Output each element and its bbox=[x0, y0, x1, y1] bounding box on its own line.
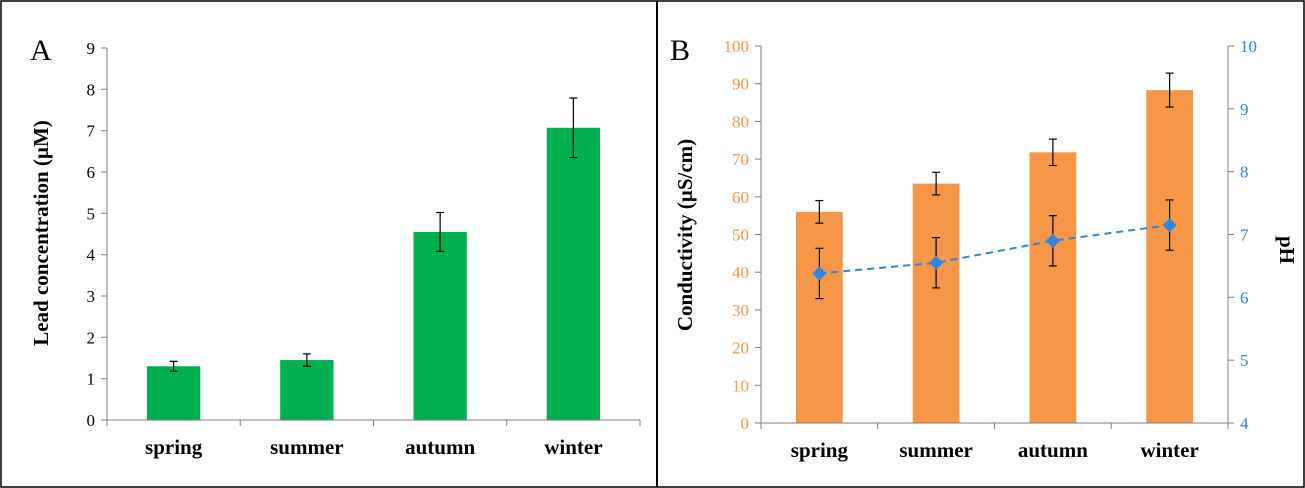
bar bbox=[1029, 152, 1077, 423]
y-tick-label: 20 bbox=[732, 339, 749, 358]
bar bbox=[796, 211, 843, 423]
y2-tick-label: 6 bbox=[1240, 288, 1249, 307]
x-tick-label: summer bbox=[899, 438, 972, 462]
y-tick-label: 7 bbox=[87, 122, 96, 141]
y2-tick-label: 5 bbox=[1240, 351, 1249, 370]
y-tick-label: 100 bbox=[724, 37, 750, 56]
x-tick-label: summer bbox=[270, 435, 343, 459]
y-axis-label-a: Lead concentration (µM) bbox=[29, 120, 53, 346]
y-tick-label: 4 bbox=[87, 246, 96, 265]
y-tick-label: 9 bbox=[87, 39, 96, 58]
panel-letter-b: B bbox=[670, 34, 690, 67]
chart-panel-a: A Lead concentration (µM) 0 1 2 3 4 5 6 7 8 9 spri… bbox=[29, 34, 641, 459]
x-tick-label: winter bbox=[544, 435, 602, 459]
panel-letter-a: A bbox=[30, 34, 52, 67]
y2-tick-label: 8 bbox=[1240, 163, 1249, 182]
line-point bbox=[929, 255, 944, 270]
bar bbox=[146, 366, 201, 420]
x-tick-label: spring bbox=[791, 438, 849, 462]
line-point bbox=[1045, 233, 1060, 248]
y-tick-label: 10 bbox=[732, 376, 749, 395]
bar bbox=[280, 360, 334, 420]
chart-panel-b: B Conductivity (µS/cm) pH 0 10 20 30 40 50 60 7… bbox=[670, 34, 1299, 462]
y-tick-label: 40 bbox=[732, 263, 749, 282]
y-axis-label-b: Conductivity (µS/cm) bbox=[673, 139, 697, 331]
line-point bbox=[812, 266, 827, 281]
y-tick-label: 90 bbox=[732, 75, 749, 94]
y-tick-label: 50 bbox=[732, 226, 749, 245]
y-tick-label: 3 bbox=[87, 287, 96, 306]
plot-area-b: 0 10 20 30 40 50 60 70 80 90 100 spring summer autumn… bbox=[724, 37, 1258, 462]
x-tick-label: autumn bbox=[1018, 438, 1088, 462]
y2-tick-label: 10 bbox=[1240, 37, 1257, 56]
y-tick-label: 6 bbox=[87, 163, 96, 182]
y2-tick-label: 4 bbox=[1240, 414, 1249, 433]
y2-tick-label: 7 bbox=[1240, 226, 1249, 245]
y-tick-label: 1 bbox=[87, 370, 96, 389]
plot-area-a: 0 1 2 3 4 5 6 7 8 9 spring summer autumn winter bbox=[87, 39, 641, 459]
line-series bbox=[819, 224, 1170, 275]
line-point bbox=[1162, 218, 1177, 233]
y-tick-label: 60 bbox=[732, 188, 749, 207]
y-tick-label: 0 bbox=[741, 414, 750, 433]
y-tick-label: 70 bbox=[732, 150, 749, 169]
bar bbox=[413, 231, 467, 420]
y-tick-label: 5 bbox=[87, 204, 96, 223]
y2-tick-label: 9 bbox=[1240, 100, 1249, 119]
y-tick-label: 80 bbox=[732, 112, 749, 131]
x-tick-label: spring bbox=[145, 435, 203, 459]
x-tick-label: winter bbox=[1140, 438, 1198, 462]
bar bbox=[1146, 90, 1193, 423]
bar bbox=[546, 127, 601, 421]
y-tick-label: 30 bbox=[732, 301, 749, 320]
y-tick-label: 0 bbox=[87, 411, 96, 430]
y-tick-label: 8 bbox=[87, 80, 96, 99]
x-tick-label: autumn bbox=[405, 435, 475, 459]
y-tick-label: 2 bbox=[87, 328, 96, 347]
bar bbox=[912, 183, 960, 423]
y2-axis-label-b: pH bbox=[1275, 236, 1299, 264]
